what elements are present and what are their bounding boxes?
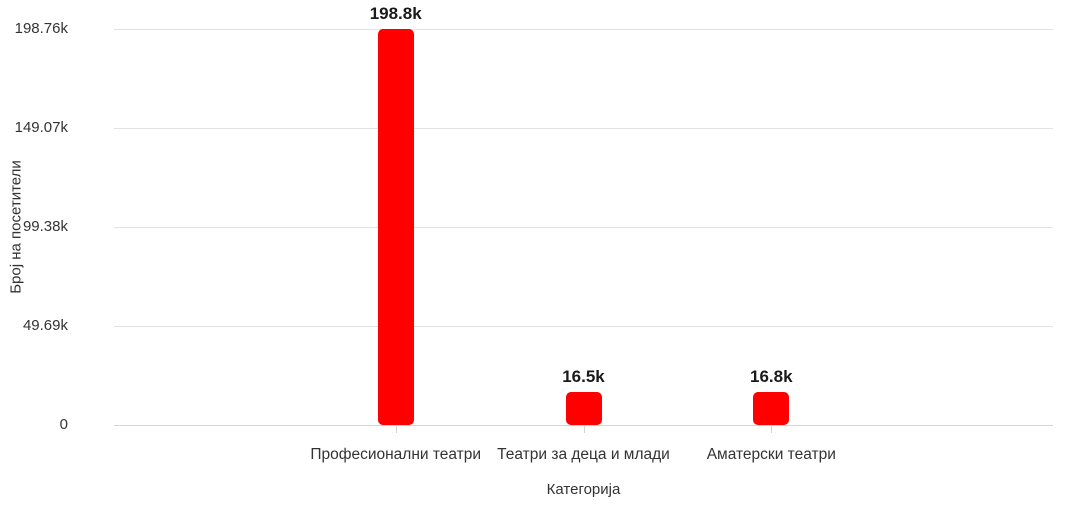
- x-axis-tick-mark: [395, 426, 397, 433]
- bar-value-label: 16.5k: [562, 367, 605, 387]
- y-tick-label: 149.07k: [14, 119, 68, 136]
- gridline: [114, 227, 1053, 228]
- bar-value-label: 198.8k: [369, 4, 422, 23]
- gridline: [114, 128, 1053, 129]
- y-tick-label: 49.69k: [22, 317, 68, 334]
- bar-1[interactable]: [377, 29, 414, 425]
- bar-2[interactable]: [565, 392, 602, 425]
- bar-3[interactable]: [753, 391, 790, 425]
- x-axis-tick-mark: [583, 426, 585, 433]
- y-tick-label: 0: [59, 416, 68, 433]
- y-tick-label: 99.38k: [22, 218, 68, 235]
- x-axis-title: Категорија: [546, 481, 621, 498]
- plot-area: 0 49.69k 99.38k 149.07k 198.76k 198.8k Професи…: [15, 4, 1053, 463]
- x-tick-label: Професионални театри: [310, 446, 482, 463]
- gridline: [114, 326, 1053, 327]
- x-tick-label: Театри за деца и млади: [497, 446, 670, 463]
- x-axis-tick-mark: [771, 426, 773, 433]
- y-tick-label: 198.76k: [14, 20, 68, 37]
- gridline: [114, 29, 1053, 30]
- x-axis-line: [114, 425, 1053, 426]
- x-tick-label: Аматерски театри: [706, 446, 836, 463]
- bar-value-label: 16.8k: [750, 366, 793, 386]
